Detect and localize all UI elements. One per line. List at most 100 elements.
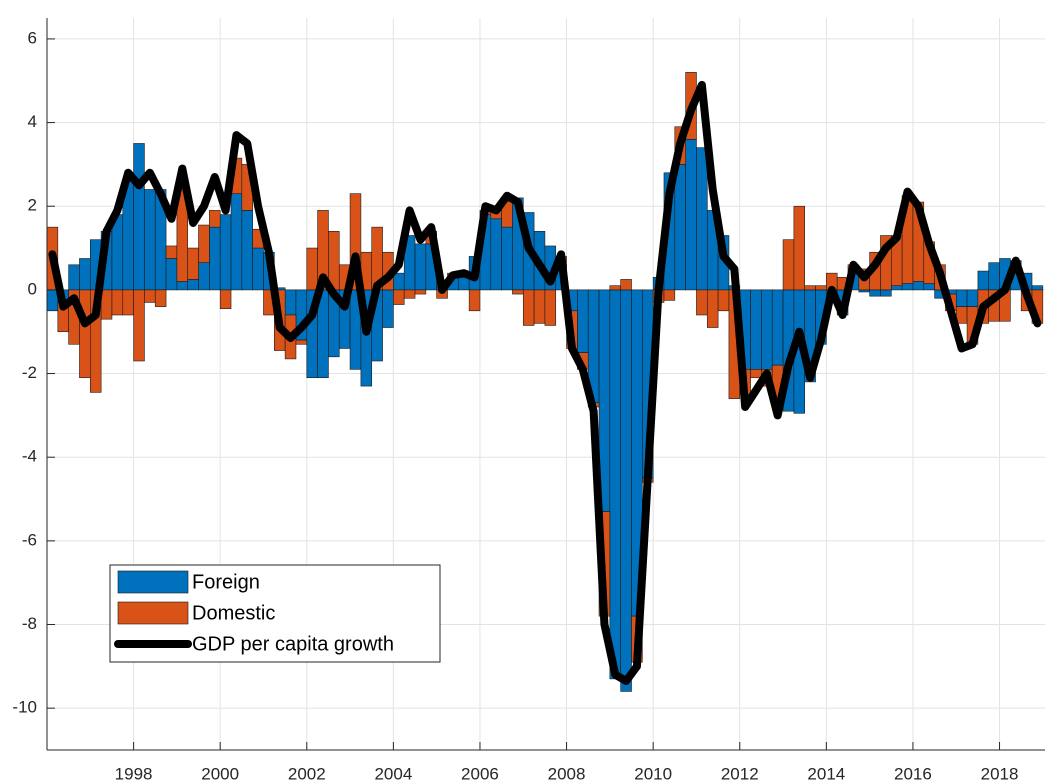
- bar: [544, 289, 557, 326]
- bar: [966, 289, 979, 307]
- bar: [79, 289, 91, 379]
- bar: [458, 277, 470, 291]
- bar: [522, 289, 535, 326]
- bar: [382, 289, 394, 328]
- x-tick-label: 2002: [288, 764, 326, 783]
- bar: [349, 193, 362, 291]
- bar: [230, 193, 243, 291]
- bar: [209, 226, 221, 291]
- bar: [198, 224, 210, 263]
- bar: [609, 285, 621, 291]
- legend-label: GDP per capita growth: [192, 633, 394, 655]
- bar: [252, 247, 264, 291]
- y-tick-label: -10: [12, 698, 37, 717]
- bar: [111, 289, 124, 316]
- legend: Foreign Domestic GDP per capita growth: [109, 564, 441, 663]
- y-tick-label: 6: [28, 28, 37, 47]
- x-tick-label: 2012: [721, 764, 759, 783]
- bar: [750, 289, 762, 370]
- bar: [79, 258, 91, 291]
- legend-label: Foreign: [192, 571, 260, 593]
- y-tick-label: 2: [28, 196, 37, 215]
- bar: [176, 281, 189, 291]
- y-tick-label: -6: [22, 530, 37, 549]
- bar: [100, 289, 113, 320]
- bar: [674, 164, 686, 291]
- bar: [955, 289, 968, 307]
- line: [48, 80, 1042, 685]
- bar: [241, 210, 253, 291]
- bar: [393, 289, 405, 305]
- bar: [187, 247, 199, 280]
- x-tick-label: 2004: [374, 764, 412, 783]
- bar: [133, 289, 145, 362]
- bar: [403, 289, 416, 299]
- bar: [620, 279, 632, 291]
- bar: [144, 289, 156, 303]
- y-tick-label: 0: [28, 279, 37, 298]
- bar: [620, 289, 632, 692]
- bar: [144, 189, 156, 291]
- bar: [165, 245, 178, 259]
- x-tick-label: 2000: [201, 764, 239, 783]
- legend-swatch: [117, 570, 189, 594]
- bar: [771, 289, 784, 366]
- bar: [219, 214, 232, 291]
- x-tick-label: 2008: [548, 764, 586, 783]
- bar: [306, 247, 318, 291]
- bar: [923, 283, 935, 291]
- bar: [468, 289, 481, 312]
- bar: [176, 189, 189, 282]
- x-tick-label: 2018: [981, 764, 1019, 783]
- x-tick-label: 2016: [894, 764, 932, 783]
- marks: [47, 72, 1044, 692]
- bar: [717, 289, 730, 312]
- bar: [393, 272, 405, 291]
- bar: [414, 289, 427, 295]
- y-tick-label: -2: [22, 363, 37, 382]
- bar: [750, 369, 762, 379]
- bar: [663, 289, 676, 301]
- bar: [209, 210, 221, 228]
- bar: [122, 289, 134, 316]
- bar: [490, 218, 502, 291]
- bar: [869, 289, 881, 297]
- bar: [977, 270, 990, 291]
- bar: [858, 289, 870, 293]
- bar: [761, 289, 773, 370]
- bar: [165, 258, 178, 291]
- axes: -10 -8 -6 -4 -2 0 2 4 6 1998 2000 2002 2004 2006 2008 2…: [12, 18, 1045, 783]
- bar: [414, 243, 427, 291]
- bar: [696, 289, 708, 316]
- bar: [804, 285, 816, 291]
- x-tick-label: 2006: [461, 764, 499, 783]
- bar: [284, 289, 297, 316]
- bar: [706, 289, 719, 328]
- bar: [609, 289, 621, 680]
- bar: [295, 339, 308, 345]
- y-tick-label: 4: [28, 112, 37, 131]
- bar: [577, 289, 589, 353]
- bar: [696, 147, 708, 291]
- y-tick-label: -8: [22, 614, 37, 633]
- bar: [815, 285, 827, 291]
- bar: [793, 205, 806, 291]
- bar: [512, 289, 524, 295]
- x-tick-label: 1998: [115, 764, 153, 783]
- bar: [912, 281, 925, 291]
- bar: [533, 289, 546, 324]
- bar: [68, 264, 80, 291]
- bar: [198, 262, 210, 291]
- bar: [782, 239, 795, 291]
- bar: [133, 143, 145, 291]
- bar: [901, 283, 914, 291]
- x-tick-label: 2010: [634, 764, 672, 783]
- bar: [187, 279, 199, 291]
- y-tick-label: -4: [22, 447, 37, 466]
- bar: [154, 289, 167, 307]
- legend-swatch: [117, 601, 189, 625]
- bar: [880, 289, 892, 297]
- x-tick-label: 2014: [807, 764, 845, 783]
- bar: [988, 262, 1000, 291]
